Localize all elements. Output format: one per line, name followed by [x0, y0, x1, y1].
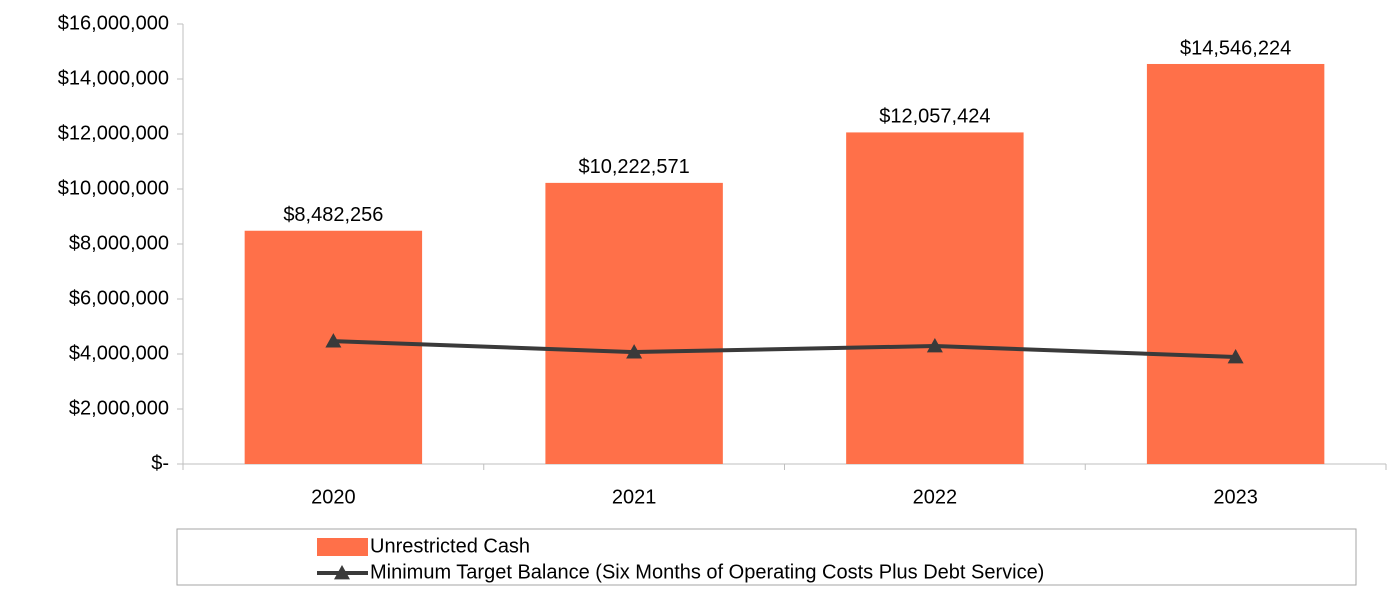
- line-marker: [325, 333, 342, 348]
- legend-swatch: [317, 538, 368, 556]
- line-marker: [926, 338, 943, 353]
- y-tick-label: $12,000,000: [58, 122, 169, 144]
- y-tick-label: $14,000,000: [58, 67, 169, 89]
- line: [333, 339, 1236, 360]
- data-label: $10,222,571: [579, 156, 690, 178]
- data-label: $14,546,224: [1180, 37, 1291, 59]
- legend-label: Minimum Target Balance (Six Months of Op…: [370, 561, 1044, 583]
- x-tick-label: 2023: [1213, 486, 1258, 508]
- legend-marker: [334, 565, 350, 580]
- bar: [846, 132, 1024, 464]
- y-tick-label: $8,000,000: [69, 232, 169, 254]
- bar: [545, 182, 723, 464]
- y-tick-label: $-: [151, 452, 169, 474]
- line-marker: [1227, 349, 1244, 364]
- y-tick-label: $4,000,000: [69, 342, 169, 364]
- y-tick-label: $10,000,000: [58, 177, 169, 199]
- y-tick-label: $6,000,000: [69, 287, 169, 309]
- legend-label: Unrestricted Cash: [370, 535, 530, 557]
- y-tick-label: $16,000,000: [58, 12, 169, 34]
- x-tick-label: 2021: [612, 486, 657, 508]
- data-label: $12,057,424: [879, 106, 990, 128]
- data-label: $8,482,256: [283, 204, 383, 226]
- x-tick-label: 2020: [311, 486, 356, 508]
- x-tick-label: 2022: [913, 486, 958, 508]
- line-marker: [626, 344, 643, 359]
- bar: [1146, 63, 1325, 464]
- legend-box: [176, 528, 1357, 586]
- y-tick-label: $2,000,000: [69, 397, 169, 419]
